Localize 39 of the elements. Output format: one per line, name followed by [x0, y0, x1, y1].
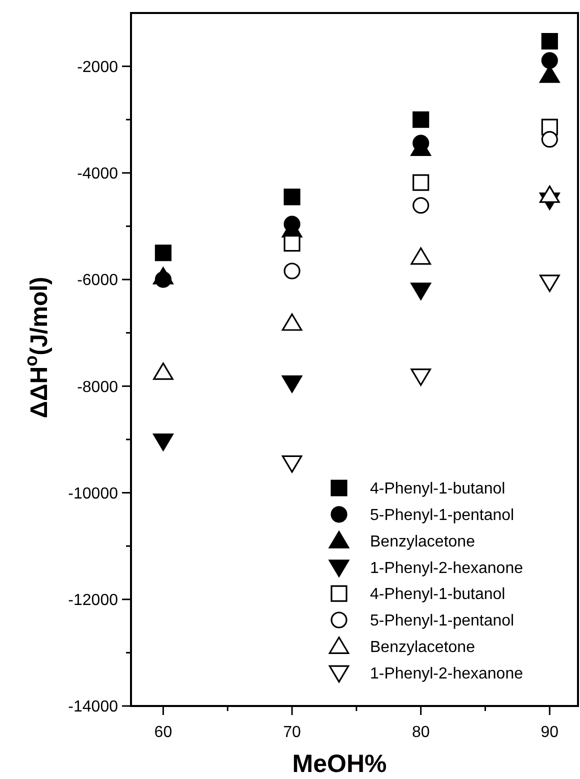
point — [412, 111, 430, 128]
y-tick-label: -12000 — [68, 592, 118, 609]
point — [410, 282, 432, 300]
legend-label: 5-Phenyl-1-pentanol — [370, 507, 514, 524]
legend-label: 1-Phenyl-2-hexanone — [370, 560, 524, 577]
legend-label: Benzylacetone — [370, 533, 476, 550]
point — [541, 32, 558, 50]
x-tick-label: 80 — [412, 724, 430, 741]
point — [284, 262, 300, 280]
point — [412, 174, 430, 191]
y-tick-label: -4000 — [77, 166, 118, 183]
point — [284, 188, 300, 206]
point — [282, 375, 302, 393]
y-tick-label: -6000 — [77, 272, 118, 290]
y-tick-label: -14000 — [68, 698, 118, 716]
point — [412, 197, 430, 214]
point — [539, 274, 560, 292]
point — [284, 234, 300, 252]
legend-label: 4-Phenyl-1-butanol — [370, 586, 506, 604]
point — [539, 186, 560, 203]
point — [541, 131, 558, 148]
y-tick-label: -8000 — [77, 378, 118, 396]
point — [153, 434, 174, 451]
x-tick-label: 60 — [154, 724, 172, 741]
x-tick-label: 90 — [540, 724, 559, 741]
point — [282, 455, 302, 473]
x-axis-title: MeOH% — [292, 750, 387, 778]
legend-label: 4-Phenyl-1-butanol — [370, 480, 506, 498]
y-tick-label: -10000 — [68, 485, 118, 502]
point — [541, 52, 558, 69]
x-tick-label: 70 — [283, 724, 302, 741]
legend-label: Benzylacetone — [370, 639, 476, 656]
y-tick-label: -2000 — [77, 58, 118, 76]
point — [153, 267, 174, 284]
legend-label: 1-Phenyl-2-hexanone — [370, 665, 524, 682]
point — [154, 244, 172, 262]
point — [410, 247, 432, 265]
legend-label: 5-Phenyl-1-pentanol — [370, 612, 514, 630]
point — [410, 368, 432, 386]
